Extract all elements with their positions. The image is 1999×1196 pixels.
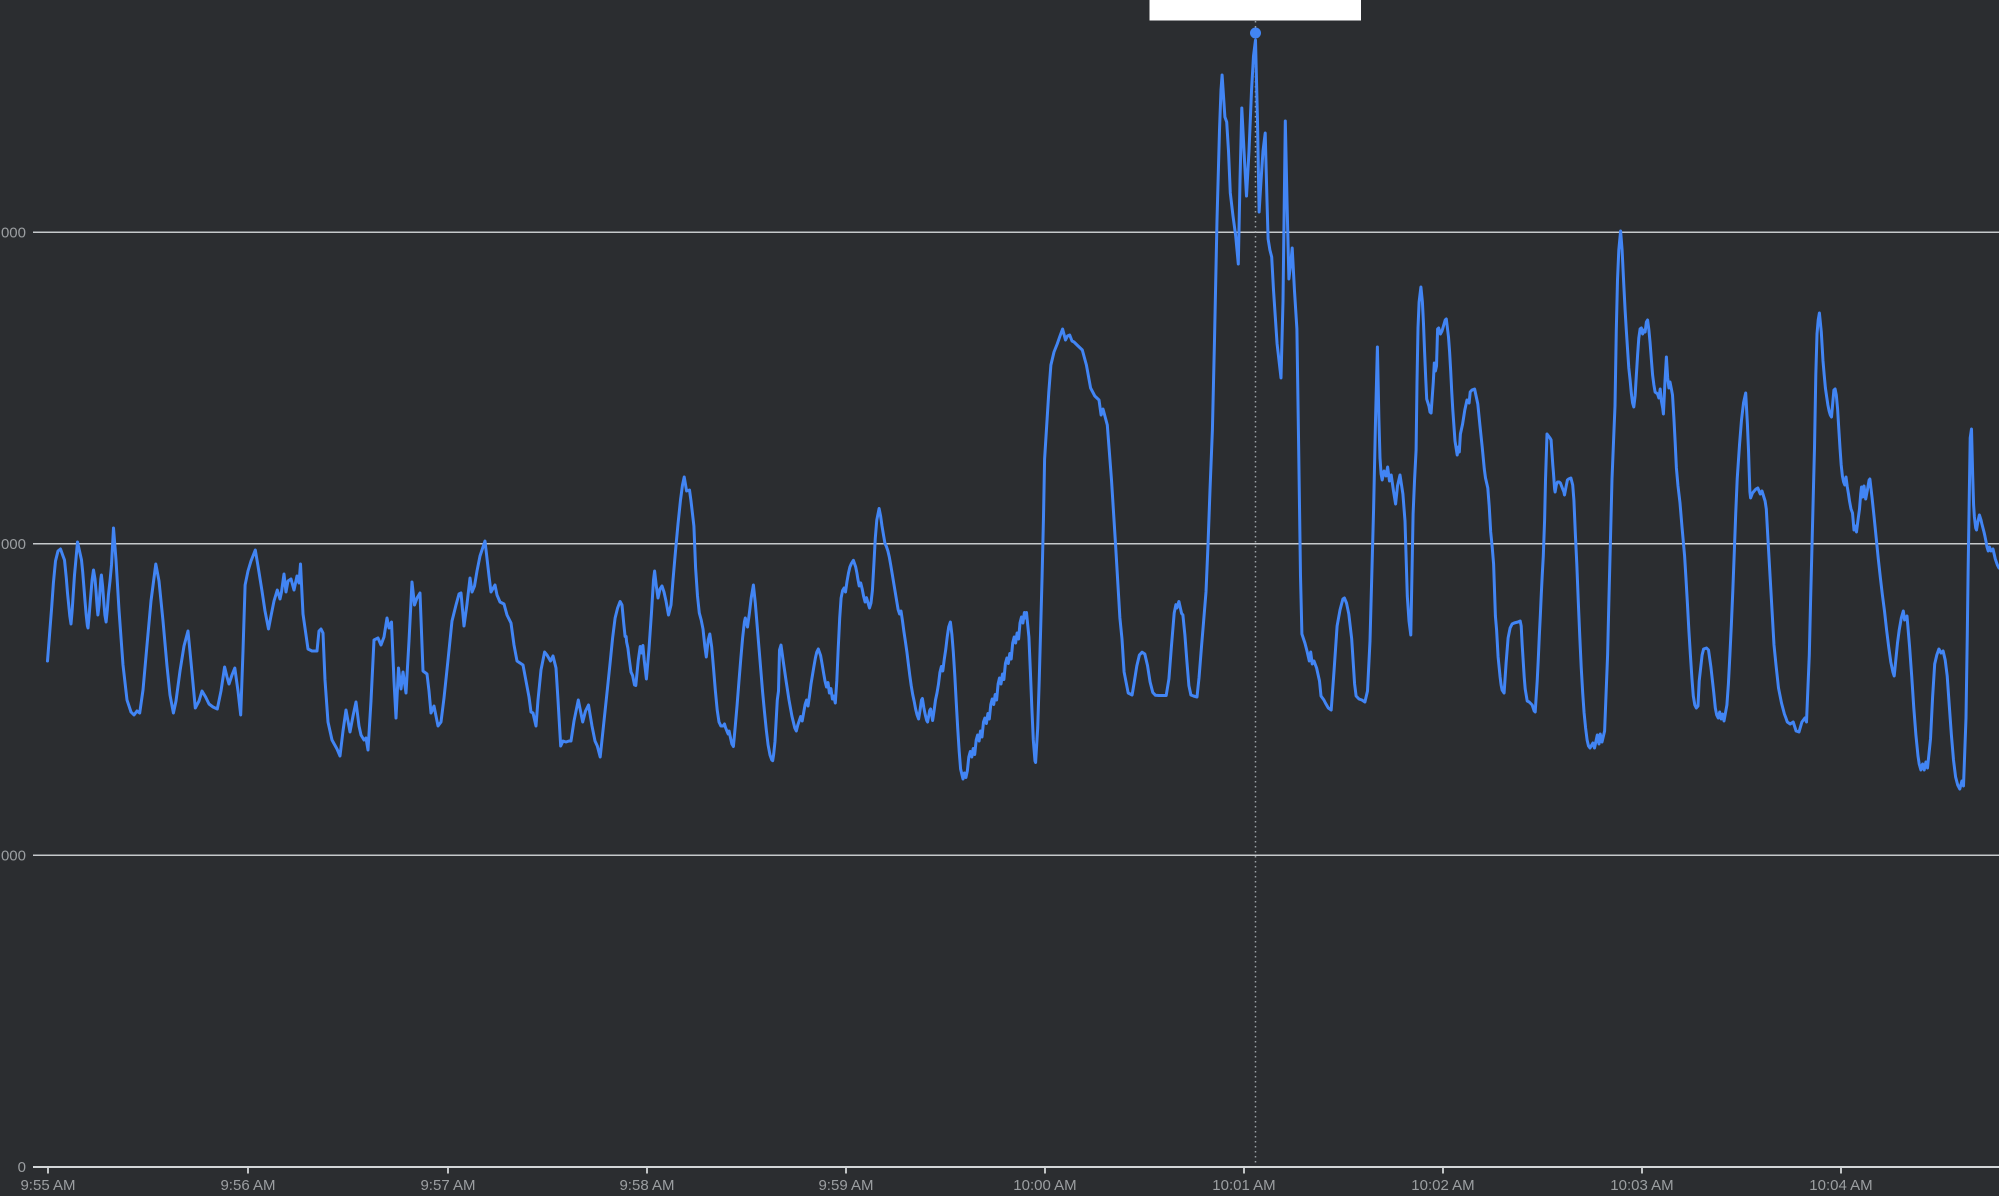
svg-text:9:55 AM: 9:55 AM: [20, 1177, 75, 1194]
svg-text:10,000: 10,000: [0, 536, 26, 553]
svg-text:10:01 AM: 10:01 AM: [1212, 1177, 1275, 1194]
svg-text:15,000: 15,000: [0, 225, 26, 242]
svg-text:10:02 AM: 10:02 AM: [1411, 1177, 1474, 1194]
svg-text:10:03 AM: 10:03 AM: [1610, 1177, 1673, 1194]
svg-text:5,000: 5,000: [0, 848, 26, 865]
svg-text:10:04 AM: 10:04 AM: [1809, 1177, 1872, 1194]
svg-text:9:57 AM: 9:57 AM: [420, 1177, 475, 1194]
svg-text:10:00 AM: 10:00 AM: [1013, 1177, 1076, 1194]
svg-text:9:59 AM: 9:59 AM: [818, 1177, 873, 1194]
svg-text:9:56 AM: 9:56 AM: [220, 1177, 275, 1194]
svg-text:0: 0: [18, 1159, 26, 1176]
svg-text:9:58 AM: 9:58 AM: [619, 1177, 674, 1194]
